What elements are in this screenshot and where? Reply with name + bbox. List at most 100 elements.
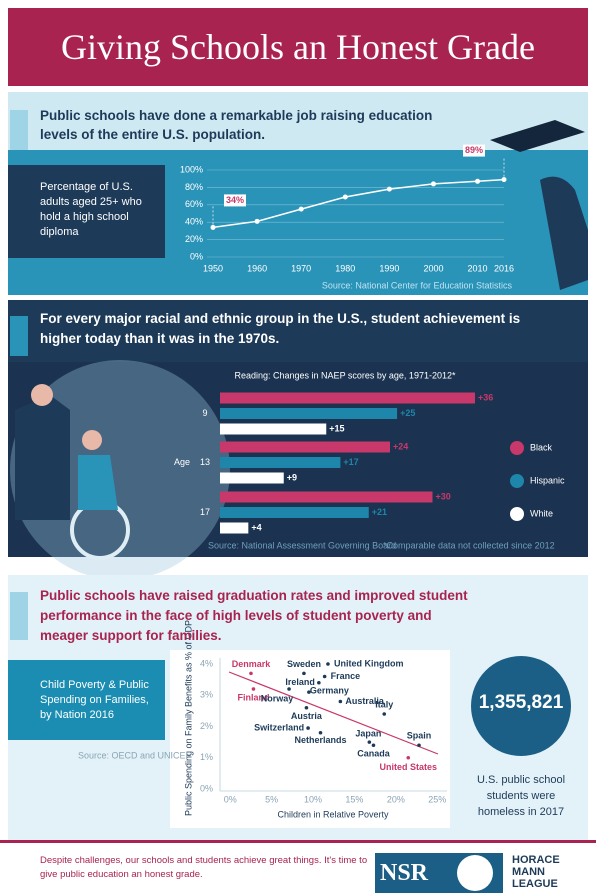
- graduate-icon: [31, 384, 53, 406]
- point-label: Finland: [237, 692, 269, 702]
- section-heading: Public schools have raised graduation ra…: [40, 588, 468, 643]
- label-box: [8, 660, 165, 740]
- point: [417, 743, 421, 748]
- x-tick-label: 1950: [203, 263, 223, 273]
- point-label: United States: [379, 762, 437, 772]
- line: [212, 178, 505, 229]
- chart-title: Child Poverty & Public Spending on Famil…: [40, 679, 149, 721]
- point-label: Germany: [310, 686, 349, 696]
- logo-text: HORACE MANN LEAGUE: [512, 854, 560, 890]
- chart-panel: [170, 650, 450, 828]
- legend-swatch: [510, 441, 524, 455]
- y-tick-label: 1%: [200, 752, 213, 762]
- section-heading: For every major racial and ethnic group …: [40, 311, 521, 346]
- legend-swatch: [510, 474, 524, 488]
- point: [317, 680, 321, 685]
- graduate-icon: [78, 455, 118, 510]
- legend-label: Hispanic: [530, 475, 565, 485]
- y-tick-label: 40%: [185, 217, 203, 227]
- point: [318, 730, 323, 735]
- label-box: [463, 144, 485, 157]
- value-label: +36: [478, 392, 493, 402]
- point-label: Sweden: [287, 659, 321, 669]
- axis-label: Age: [174, 457, 190, 467]
- point-label: United Kingdom: [334, 658, 404, 668]
- y-tick-label: 4%: [200, 658, 213, 668]
- x-tick-label: 1980: [335, 263, 355, 273]
- x-tick-label: 15%: [345, 794, 363, 804]
- point-label: Switzerland: [254, 722, 304, 732]
- point-label: Netherlands: [294, 735, 346, 745]
- x-tick-label: 1960: [247, 263, 267, 273]
- y-tick-label: 13: [200, 457, 210, 467]
- x-tick-label: 25%: [428, 794, 446, 804]
- bar: [220, 408, 398, 419]
- y-tick-label: 9: [202, 408, 207, 418]
- x-tick-label: 0%: [224, 794, 237, 804]
- logo: [457, 855, 493, 891]
- y-tick-label: 2%: [200, 721, 213, 731]
- bar: [220, 392, 475, 404]
- value-label: +30: [436, 491, 451, 501]
- point: [338, 699, 343, 704]
- source: Source: National Center for Education St…: [322, 280, 513, 290]
- accent: [10, 592, 28, 640]
- point-label: Italy: [375, 699, 393, 709]
- chart-title: Percentage of U.S. adults aged 25+ who h…: [40, 181, 142, 238]
- point: [475, 178, 481, 184]
- trend-line: [228, 671, 439, 755]
- point-label: Denmark: [232, 659, 272, 669]
- point-label: Spain: [407, 731, 432, 741]
- stat-caption: U.S. public school students were homeles…: [476, 774, 566, 818]
- point: [501, 177, 507, 183]
- point: [306, 726, 310, 730]
- point: [298, 206, 304, 212]
- point: [342, 194, 348, 200]
- point: [249, 671, 253, 676]
- y-tick-label: 20%: [185, 234, 203, 244]
- point: [326, 662, 330, 666]
- point-label: Japan: [355, 729, 381, 739]
- point: [210, 224, 216, 230]
- value-label: 89%: [465, 145, 483, 155]
- label-box: [8, 165, 165, 258]
- legend-label: White: [530, 508, 553, 518]
- point: [386, 186, 392, 192]
- section-heading: Public schools have done a remarkable jo…: [40, 108, 433, 142]
- accent: [10, 110, 28, 150]
- note: *Comparable data not collected since 201…: [383, 540, 555, 550]
- bar: [220, 472, 284, 484]
- y-tick-label: 0%: [200, 783, 213, 793]
- point: [367, 740, 372, 744]
- stat-value: 1,355,821: [478, 692, 564, 713]
- bar: [220, 507, 369, 518]
- divider: [0, 840, 596, 843]
- legend-swatch: [510, 507, 524, 521]
- point: [302, 671, 306, 676]
- x-tick-label: 2000: [423, 263, 443, 273]
- value-label: +9: [287, 472, 297, 482]
- point: [322, 674, 327, 679]
- header-band: [8, 8, 588, 86]
- chart-title: Reading: Changes in NAEP scores by age, …: [235, 370, 456, 380]
- y-tick-label: 0%: [190, 251, 203, 261]
- point-label: Australia: [345, 696, 385, 706]
- axis-label: Children in Relative Poverty: [277, 809, 389, 819]
- x-tick-label: 10%: [304, 794, 322, 804]
- graduate-icon: [82, 430, 102, 450]
- point: [371, 743, 376, 748]
- x-tick-label: 2016: [494, 263, 514, 273]
- arm-icon: [540, 176, 588, 290]
- point: [406, 755, 411, 760]
- point-label: Ireland: [285, 677, 315, 687]
- value-label: +17: [343, 457, 358, 467]
- value-label: +25: [400, 408, 415, 418]
- point: [251, 687, 256, 691]
- bar: [220, 423, 327, 435]
- point-label: Canada: [357, 749, 391, 759]
- bar: [220, 522, 249, 534]
- x-tick-label: 1970: [291, 263, 311, 273]
- source: Source: OECD and UNICEF: [78, 750, 192, 760]
